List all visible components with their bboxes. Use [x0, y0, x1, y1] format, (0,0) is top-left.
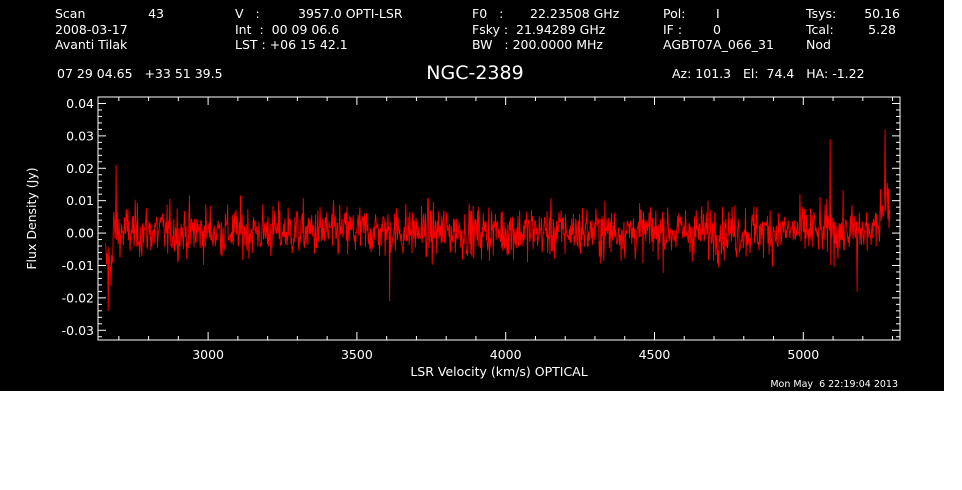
y-tick-label: 0.03 — [66, 128, 94, 143]
observer-name: Avanti Tilak — [55, 37, 128, 52]
x-tick-label: 4500 — [639, 347, 671, 362]
plot-timestamp: Mon May 6 22:19:04 2013 — [770, 379, 898, 390]
y-axis-label: Flux Density (Jy) — [24, 167, 39, 269]
y-tick-label: -0.01 — [62, 258, 94, 273]
sky-frequency: Fsky : 21.94289 GHz — [472, 22, 606, 37]
rest-frequency-label: F0 : — [472, 6, 504, 21]
source-coordinates: 07 29 04.65 +33 51 39.5 — [57, 66, 223, 81]
project-id: AGBT07A_066_31 — [663, 37, 774, 52]
y-tick-label: -0.03 — [62, 323, 94, 338]
az-el-ha: Az: 101.3 El: 74.4 HA: -1.22 — [672, 66, 865, 81]
integration-time: Int : 00 09 06.6 — [235, 22, 340, 37]
y-tick-label: -0.02 — [62, 290, 94, 305]
polarization-value: I — [716, 6, 720, 21]
tcal-value: 5.28 — [868, 22, 896, 37]
scan-label: Scan — [55, 6, 86, 21]
observing-mode: Nod — [806, 37, 831, 52]
y-tick-label: 0.01 — [66, 193, 94, 208]
spectrum-plot-panel: Scan 43 2008-03-17 Avanti Tilak V : 3957… — [0, 0, 944, 391]
tsys-value: 50.16 — [864, 6, 900, 21]
if-value: 0 — [713, 22, 721, 37]
y-tick-label: 0.02 — [66, 161, 94, 176]
polarization-label: Pol: — [663, 6, 686, 21]
tsys-label: Tsys: — [806, 6, 837, 21]
rest-frequency-value: 22.23508 GHz — [530, 6, 620, 21]
plot-frame — [97, 96, 901, 341]
x-tick-label: 4000 — [490, 347, 522, 362]
if-label: IF : — [663, 22, 683, 37]
velocity-label: V : — [235, 6, 260, 21]
x-tick-label: 5000 — [787, 347, 819, 362]
velocity-value: 3957.0 OPTI-LSR — [298, 6, 403, 21]
scan-number: 43 — [148, 6, 164, 21]
lst-time: LST : +06 15 42.1 — [235, 37, 348, 52]
chart-title: NGC-2389 — [426, 62, 524, 84]
x-axis-label: LSR Velocity (km/s) OPTICAL — [410, 364, 587, 379]
y-tick-label: 0.00 — [66, 226, 94, 241]
spectrum-series-line — [104, 129, 891, 311]
spectrum-chart: 3000 3500 4000 4500 5000 -0.03 -0.02 -0.01 0.00 0… — [24, 96, 901, 379]
x-tick-label: 3500 — [341, 347, 373, 362]
bandwidth: BW : 200.0000 MHz — [472, 37, 603, 52]
y-tick-label: 0.04 — [66, 96, 94, 111]
tcal-label: Tcal: — [806, 22, 834, 37]
x-tick-label: 3000 — [192, 347, 224, 362]
observation-date: 2008-03-17 — [55, 22, 128, 37]
